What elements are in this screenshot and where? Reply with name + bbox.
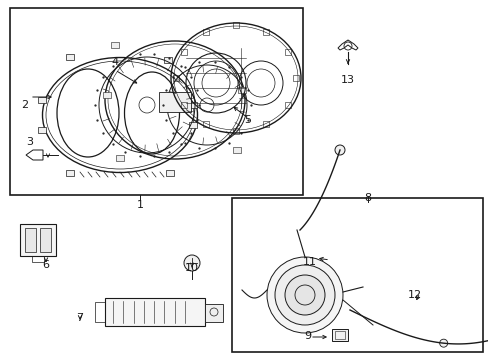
Bar: [173, 75, 179, 81]
Bar: [334, 331, 345, 339]
Bar: [111, 42, 119, 48]
Bar: [238, 87, 245, 93]
Bar: [232, 147, 241, 153]
Bar: [232, 128, 239, 134]
Text: 11: 11: [303, 257, 316, 267]
Text: 6: 6: [42, 260, 49, 270]
Bar: [189, 122, 197, 128]
Circle shape: [285, 275, 325, 315]
Bar: [285, 49, 290, 54]
Bar: [232, 22, 239, 28]
Text: 4: 4: [111, 57, 118, 67]
Bar: [163, 57, 172, 63]
Bar: [40, 228, 51, 252]
Circle shape: [334, 145, 345, 155]
Bar: [20, 224, 56, 256]
Bar: [10, 8, 303, 195]
Bar: [181, 102, 186, 108]
Text: 3: 3: [26, 137, 34, 147]
Bar: [285, 102, 290, 108]
Bar: [165, 170, 174, 176]
Bar: [203, 29, 208, 35]
Bar: [181, 49, 186, 54]
Bar: [103, 92, 111, 98]
Text: 9: 9: [304, 331, 311, 341]
Bar: [66, 54, 74, 60]
Bar: [32, 256, 44, 262]
Text: 2: 2: [21, 100, 28, 110]
Bar: [38, 97, 46, 103]
Bar: [95, 302, 105, 322]
Text: 8: 8: [364, 193, 371, 203]
Bar: [331, 329, 347, 341]
Bar: [204, 304, 223, 322]
Circle shape: [439, 339, 447, 347]
Bar: [231, 198, 482, 352]
Text: 12: 12: [407, 290, 421, 300]
Circle shape: [183, 255, 200, 271]
Bar: [25, 228, 36, 252]
Bar: [116, 155, 124, 161]
Circle shape: [266, 257, 342, 333]
Bar: [203, 121, 208, 127]
Text: 1: 1: [136, 200, 143, 210]
Bar: [263, 29, 268, 35]
Bar: [38, 127, 46, 133]
Text: 10: 10: [184, 263, 199, 273]
Bar: [292, 75, 298, 81]
Bar: [189, 102, 197, 108]
Circle shape: [274, 265, 334, 325]
Text: 13: 13: [340, 75, 354, 85]
Bar: [263, 121, 268, 127]
Text: 7: 7: [76, 313, 83, 323]
Bar: [66, 170, 74, 176]
Text: 5: 5: [244, 115, 251, 125]
Bar: [159, 92, 191, 112]
Bar: [105, 298, 204, 326]
